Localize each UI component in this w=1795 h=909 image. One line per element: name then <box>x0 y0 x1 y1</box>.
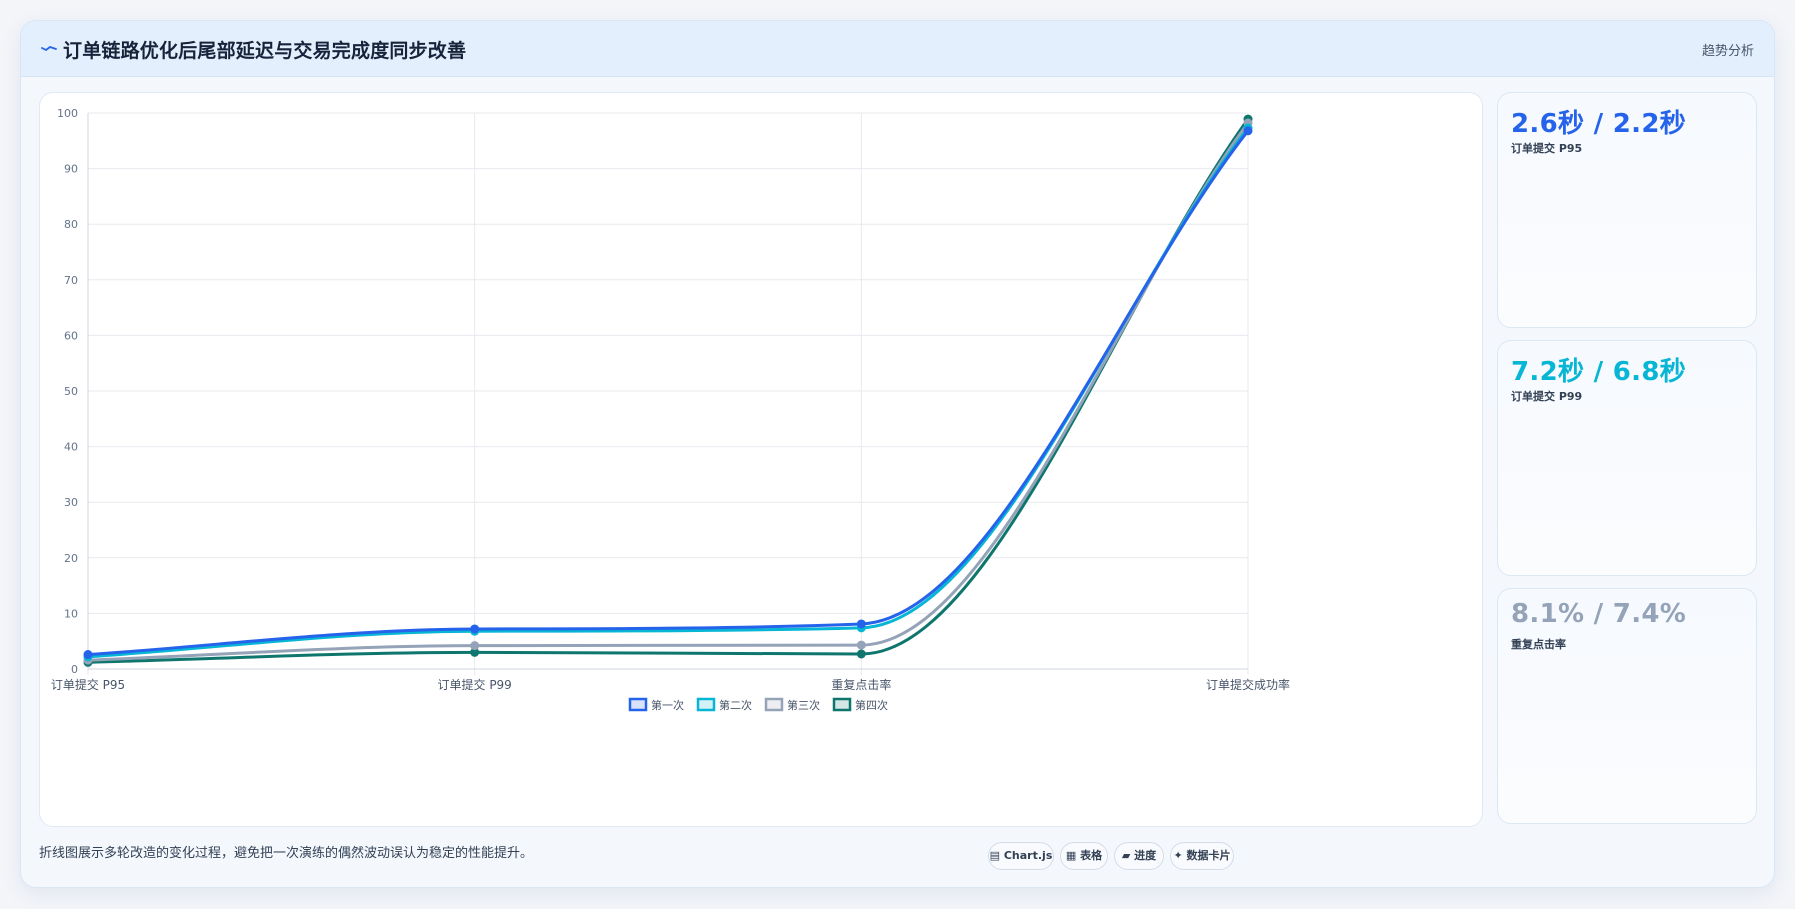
y-tick-label: 50 <box>64 385 78 398</box>
chip-label: 进度 <box>1134 849 1157 862</box>
y-tick-label: 30 <box>64 496 78 509</box>
legend-swatch <box>764 697 784 712</box>
data-point <box>1243 126 1253 136</box>
chart-icon: ▤ <box>989 849 1004 862</box>
chip-label: 表格 <box>1080 849 1103 862</box>
x-tick-label: 订单提交成功率 <box>1206 677 1290 692</box>
chip-label: Chart.js <box>1003 849 1053 862</box>
stat-label: 订单提交 P95 <box>1511 142 1583 155</box>
y-tick-label: 20 <box>64 552 78 565</box>
x-tick-label: 订单提交 P99 <box>438 677 512 692</box>
legend-swatch <box>832 697 852 712</box>
trend-card: 订单链路优化后尾部延迟与交易完成度同步改善 趋势分析 0 10 20 30 40 50 60… <box>20 20 1775 888</box>
legend-label: 第四次 <box>855 698 888 712</box>
card-header: 订单链路优化后尾部延迟与交易完成度同步改善 趋势分析 <box>21 21 1774 77</box>
stat-label: 订单提交 P99 <box>1511 390 1583 403</box>
legend-swatch <box>696 697 716 712</box>
series-line <box>86 126 1250 659</box>
legend-label: 第一次 <box>651 698 684 712</box>
series-line <box>86 121 1250 662</box>
y-tick-label: 70 <box>64 274 78 287</box>
sparkle-icon: ✦ <box>1173 849 1187 862</box>
legend-swatch <box>628 697 648 712</box>
stat-card-p95: 2.6秒 / 2.2秒 订单提交 P95 <box>1497 92 1757 328</box>
y-tick-label: 80 <box>64 218 78 231</box>
legend-label: 第三次 <box>787 698 820 712</box>
chart-footnote: 折线图展示多轮改造的变化过程，避免把一次演练的偶然波动误认为稳定的性能提升。 <box>39 846 534 861</box>
data-point <box>470 641 480 651</box>
trend-analysis-link[interactable]: 趋势分析 <box>1701 44 1754 59</box>
stat-card-p99: 7.2秒 / 6.8秒 订单提交 P99 <box>1497 340 1757 576</box>
chip-table[interactable]: ▦ 表格 <box>1060 842 1108 870</box>
y-tick-label: 60 <box>64 329 78 342</box>
y-tick-label: 100 <box>57 107 78 120</box>
data-point <box>83 650 93 660</box>
x-tick-label: 订单提交 P95 <box>51 677 125 692</box>
stat-label: 重复点击率 <box>1511 638 1566 651</box>
stat-value: 8.1% / 7.4% <box>1511 599 1687 629</box>
chip-data-card[interactable]: ✦ 数据卡片 <box>1170 842 1234 870</box>
trend-line-icon <box>41 46 57 51</box>
stat-value: 7.2秒 / 6.8秒 <box>1511 357 1687 387</box>
x-tick-label: 重复点击率 <box>831 677 891 692</box>
stat-value: 2.6秒 / 2.2秒 <box>1511 109 1687 139</box>
chart-panel: 0 10 20 30 40 50 60 70 80 90 100 订单提交 P95 订单提交 P99 重复… <box>39 92 1483 827</box>
progress-icon: ▰ <box>1121 849 1135 862</box>
data-point <box>470 624 480 634</box>
chip-chartjs[interactable]: ▤ Chart.js <box>988 842 1054 870</box>
chip-progress[interactable]: ▰ 进度 <box>1114 842 1164 870</box>
page-title: 订单链路优化后尾部延迟与交易完成度同步改善 <box>63 40 467 62</box>
y-tick-label: 40 <box>64 441 78 454</box>
stat-card-repeat-click: 8.1% / 7.4% 重复点击率 <box>1497 588 1757 824</box>
y-tick-label: 90 <box>64 163 78 176</box>
table-icon: ▦ <box>1065 849 1081 862</box>
y-tick-label: 0 <box>71 663 78 676</box>
data-point <box>856 649 866 659</box>
series-line <box>86 129 1250 657</box>
data-point <box>856 640 866 650</box>
line-chart: 0 10 20 30 40 50 60 70 80 90 100 订单提交 P95 订单提交 P99 重复… <box>51 107 1290 712</box>
legend-label: 第二次 <box>719 698 752 712</box>
chip-label: 数据卡片 <box>1186 849 1231 862</box>
y-tick-label: 10 <box>64 607 78 620</box>
data-point <box>856 619 866 629</box>
